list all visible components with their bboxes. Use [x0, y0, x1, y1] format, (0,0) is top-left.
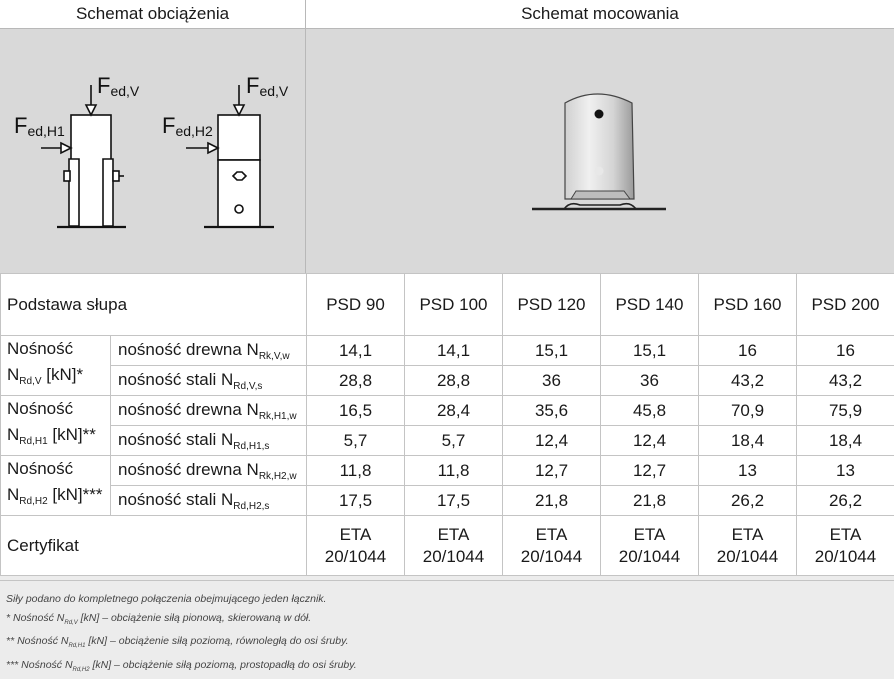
- cell: 28,8: [307, 366, 405, 396]
- cell: 16,5: [307, 396, 405, 426]
- cell: 43,2: [797, 366, 894, 396]
- cell: 21,8: [601, 486, 699, 516]
- col-psd160: PSD 160: [699, 274, 797, 336]
- col-psd120: PSD 120: [503, 274, 601, 336]
- row-label: nośność stali NRd,V,s: [111, 366, 307, 396]
- mount-scheme-title: Schemat mocowania: [521, 4, 679, 24]
- col-psd140: PSD 140: [601, 274, 699, 336]
- col-psd100: PSD 100: [405, 274, 503, 336]
- cell: 12,7: [601, 456, 699, 486]
- footnote-3: ** Nośność NRd,H1 [kN] – obciążenie siłą…: [6, 632, 888, 656]
- cell: 13: [797, 456, 894, 486]
- table-row: Nośność NRd,V [kN]* nośność drewna NRk,V…: [1, 336, 894, 366]
- cell: 15,1: [601, 336, 699, 366]
- cell: 45,8: [601, 396, 699, 426]
- table-row: Nośność NRd,H1 [kN]** nośność drewna NRk…: [1, 396, 894, 426]
- force-v-label-1: Fed,V: [97, 73, 140, 99]
- cell: 35,6: [503, 396, 601, 426]
- cell: 70,9: [699, 396, 797, 426]
- mount-diagram-svg: [306, 29, 894, 273]
- cell: 13: [699, 456, 797, 486]
- table-row: nośność stali NRd,V,s 28,8 28,8 36 36 43…: [1, 366, 894, 396]
- load-scheme-diagram: Fed,V Fed,H1 Fed,V Fed,H2: [0, 29, 306, 273]
- force-v-label-2: Fed,V: [246, 73, 289, 99]
- row-label: nośność drewna NRk,H1,w: [111, 396, 307, 426]
- load-diagram-svg: Fed,V Fed,H1 Fed,V Fed,H2: [0, 29, 306, 273]
- row-label: nośność stali NRd,H1,s: [111, 426, 307, 456]
- table-header-row: Podstawa słupa PSD 90 PSD 100 PSD 120 PS…: [1, 274, 894, 336]
- cell: 16: [699, 336, 797, 366]
- cell: 16: [797, 336, 894, 366]
- force-h2-label: Fed,H2: [162, 113, 213, 139]
- footnote-4: *** Nośność NRd,H2 [kN] – obciążenie sił…: [6, 656, 888, 679]
- mount-scheme-diagram: [306, 29, 894, 273]
- cell: 43,2: [699, 366, 797, 396]
- cell: 11,8: [405, 456, 503, 486]
- cell: 18,4: [699, 426, 797, 456]
- cell: 15,1: [503, 336, 601, 366]
- cell: 21,8: [503, 486, 601, 516]
- col-psd200: PSD 200: [797, 274, 894, 336]
- cell: 5,7: [307, 426, 405, 456]
- load-scheme-header: Schemat obciążenia: [0, 0, 306, 29]
- cell: 12,4: [503, 426, 601, 456]
- row-label: nośność drewna NRk,V,w: [111, 336, 307, 366]
- cell: 18,4: [797, 426, 894, 456]
- cell: 26,2: [699, 486, 797, 516]
- cert-label: Certyfikat: [1, 516, 307, 576]
- footnote-1: Siły podano do kompletnego połączenia ob…: [6, 590, 888, 609]
- cell: 14,1: [307, 336, 405, 366]
- load-scheme-title: Schemat obciążenia: [76, 4, 229, 24]
- cell: 5,7: [405, 426, 503, 456]
- cell: 36: [503, 366, 601, 396]
- cell: 14,1: [405, 336, 503, 366]
- bolt-hole-bottom: [595, 167, 604, 176]
- row-label: nośność stali NRd,H2,s: [111, 486, 307, 516]
- capacity-table: Podstawa słupa PSD 90 PSD 100 PSD 120 PS…: [0, 273, 894, 576]
- table-row: nośność stali NRd,H2,s 17,5 17,5 21,8 21…: [1, 486, 894, 516]
- cell: 28,8: [405, 366, 503, 396]
- row-label: nośność drewna NRk,H2,w: [111, 456, 307, 486]
- cell: 17,5: [307, 486, 405, 516]
- footnote-2: * Nośność NRd,V [kN] – obciążenie siłą p…: [6, 609, 888, 633]
- cell: 11,8: [307, 456, 405, 486]
- footnotes: Siły podano do kompletnego połączenia ob…: [0, 580, 894, 673]
- base-label: Podstawa słupa: [1, 274, 307, 336]
- cell: 12,4: [601, 426, 699, 456]
- mount-scheme-header: Schemat mocowania: [306, 0, 894, 29]
- group-v-label: Nośność NRd,V [kN]*: [1, 336, 111, 396]
- group-h1-label: Nośność NRd,H1 [kN]**: [1, 396, 111, 456]
- table-row: nośność stali NRd,H1,s 5,7 5,7 12,4 12,4…: [1, 426, 894, 456]
- table-row: Nośność NRd,H2 [kN]*** nośność drewna NR…: [1, 456, 894, 486]
- col-psd90: PSD 90: [307, 274, 405, 336]
- cell: 26,2: [797, 486, 894, 516]
- group-h2-label: Nośność NRd,H2 [kN]***: [1, 456, 111, 516]
- cell: 12,7: [503, 456, 601, 486]
- bolt-hole-top: [595, 110, 604, 119]
- force-h1-label: Fed,H1: [14, 113, 65, 139]
- cell: 28,4: [405, 396, 503, 426]
- cell: 17,5: [405, 486, 503, 516]
- cell: 75,9: [797, 396, 894, 426]
- cell: 36: [601, 366, 699, 396]
